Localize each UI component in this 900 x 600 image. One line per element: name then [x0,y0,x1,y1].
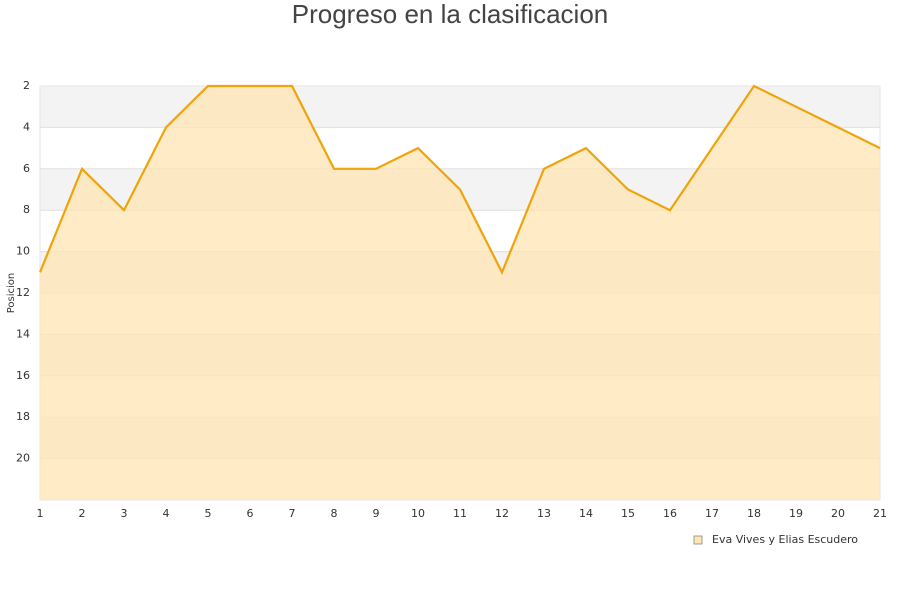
y-axis-label: Posicion [6,273,17,314]
x-tick-label: 2 [79,507,86,520]
area [40,86,880,500]
x-tick-label: 12 [495,507,509,520]
x-tick-label: 14 [579,507,593,520]
x-tick-label: 10 [411,507,425,520]
x-tick-label: 13 [537,507,551,520]
x-tick-label: 18 [747,507,761,520]
y-tick-label: 2 [23,79,30,92]
x-tick-label: 16 [663,507,677,520]
y-tick-label: 12 [16,286,30,299]
y-tick-label: 18 [16,410,30,423]
y-tick-label: 16 [16,369,30,382]
y-tick-label: 20 [16,452,30,465]
y-tick-label: 4 [23,120,30,133]
y-tick-label: 14 [16,327,30,340]
x-tick-label: 8 [331,507,338,520]
x-tick-label: 3 [121,507,128,520]
x-tick-label: 7 [289,507,296,520]
x-tick-label: 15 [621,507,635,520]
chart-title: Progreso en la clasificacion [292,0,609,29]
legend-label: Eva Vives y Elias Escudero [712,533,858,546]
x-tick-label: 4 [163,507,170,520]
x-tick-label: 20 [831,507,845,520]
legend-swatch [693,535,703,545]
x-tick-label: 9 [373,507,380,520]
y-tick-label: 8 [23,203,30,216]
y-tick-label: 10 [16,245,30,258]
line [38,84,881,275]
x-tick-label: 19 [789,507,803,520]
y-tick-label: 6 [23,162,30,175]
x-tick-label: 6 [247,507,254,520]
x-tick-label: 11 [453,507,467,520]
x-tick-label: 1 [37,507,44,520]
x-tick-label: 17 [705,507,719,520]
x-tick-label: 21 [873,507,887,520]
x-tick-label: 5 [205,507,212,520]
